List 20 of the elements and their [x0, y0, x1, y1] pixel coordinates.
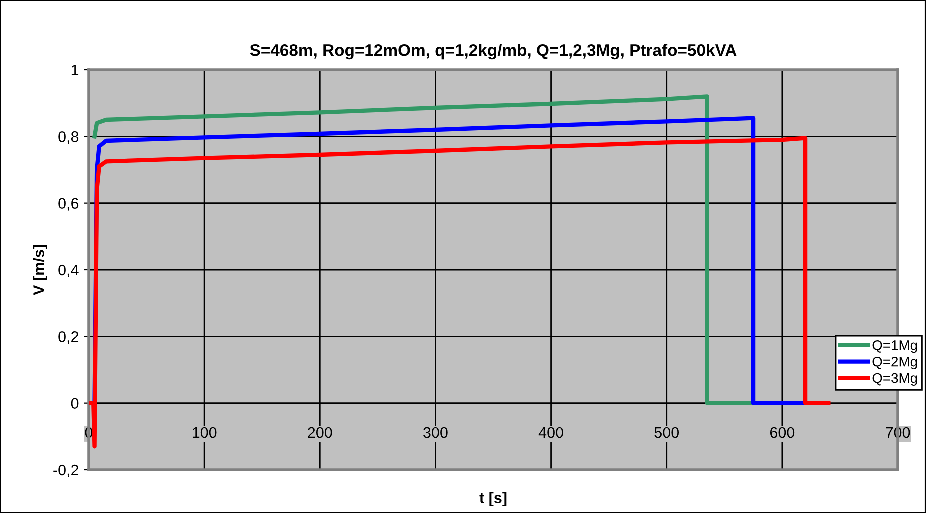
- x-tick-label: 600: [770, 427, 795, 438]
- y-tick-label: 0,8: [58, 132, 79, 144]
- y-tick-label: 0,4: [58, 264, 79, 278]
- legend-label: Q=3Mg: [872, 373, 918, 386]
- y-tick-label: 0: [71, 398, 79, 410]
- x-tick-label: 500: [654, 427, 680, 438]
- y-tick-label: 1: [72, 65, 79, 76]
- chart-title: S=468m, Rog=12mOm, q=1,2kg/mb, Q=1,2,3Mg, Ptrafo=50kVA: [250, 44, 737, 60]
- y-axis-title: V [m/s]: [33, 245, 48, 296]
- x-tick-label: 300: [424, 427, 448, 438]
- x-axis-title: t [s]: [480, 492, 507, 506]
- x-tick-label: 400: [538, 427, 564, 438]
- y-tick-label: 0,2: [58, 332, 79, 344]
- y-tick-label: -0,2: [54, 464, 79, 478]
- legend-label: Q=2Mg: [872, 356, 918, 370]
- x-tick-label: 100: [192, 427, 217, 438]
- x-tick-label: 700: [886, 427, 910, 438]
- legend-label: Q=1Mg: [872, 340, 918, 354]
- x-tick-label: 200: [308, 427, 332, 438]
- y-tick-label: 0,6: [58, 198, 79, 211]
